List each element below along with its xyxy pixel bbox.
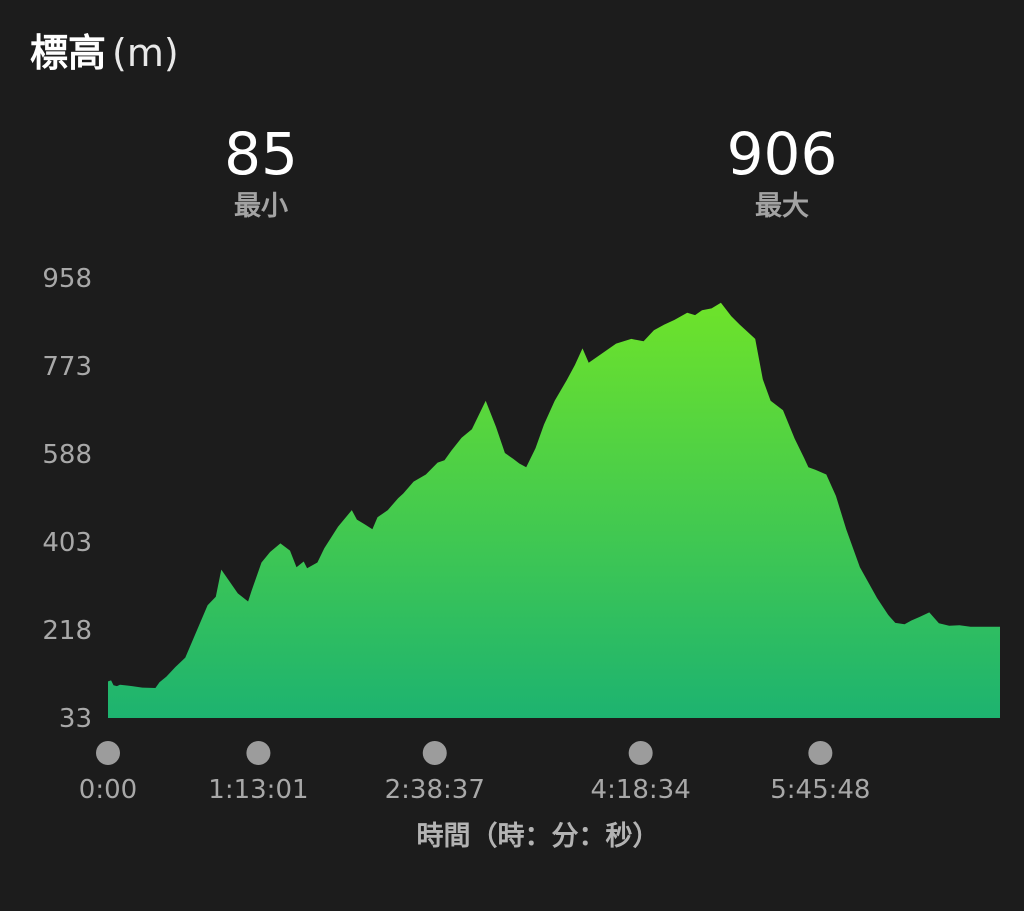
- y-axis: 958 773 588 403 218 33: [42, 264, 92, 734]
- chart-title: 標高 (m): [30, 28, 179, 78]
- y-tick-label: 403: [42, 528, 92, 558]
- elevation-area-series: [108, 302, 1000, 718]
- max-label: 最大: [755, 191, 809, 222]
- x-tick-marker: [96, 741, 120, 765]
- max-stat: 906 最大: [652, 122, 912, 224]
- x-tick-label: 1:13:01: [208, 775, 308, 805]
- max-value: 906: [726, 120, 838, 188]
- x-tick-marker: [422, 741, 447, 765]
- min-stat: 85 最小: [131, 122, 391, 224]
- x-tick-label: 4:18:34: [591, 775, 691, 805]
- title-unit: (m): [112, 31, 179, 75]
- x-tick-label: 0:00: [79, 775, 137, 805]
- y-tick-label: 958: [42, 264, 92, 294]
- y-tick-label: 218: [42, 616, 92, 646]
- y-tick-label: 588: [42, 440, 92, 470]
- min-label: 最小: [234, 191, 288, 222]
- x-tick-label: 5:45:48: [770, 775, 870, 805]
- x-axis: 0:00 1:13:01 2:38:37 4:18:34 5:45:48: [79, 741, 870, 805]
- x-axis-label: 時間（時：分：秒）: [417, 821, 660, 852]
- x-tick-label: 2:38:37: [385, 775, 485, 805]
- y-tick-label: 773: [42, 352, 92, 382]
- x-tick-marker: [628, 741, 653, 765]
- plot-area: [108, 302, 1000, 718]
- x-tick-marker: [808, 741, 833, 765]
- y-tick-label: 33: [59, 704, 92, 734]
- title-text: 標高: [30, 31, 107, 75]
- x-tick-marker: [246, 741, 271, 765]
- min-value: 85: [224, 120, 298, 188]
